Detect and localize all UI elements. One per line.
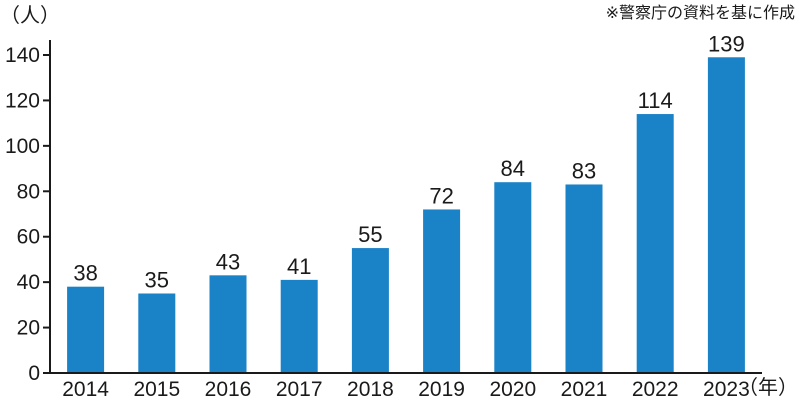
y-axis: 0 20 40 60 80 100 120 140 bbox=[5, 44, 50, 385]
x-axis-unit-label: （年） bbox=[738, 376, 798, 399]
bar-2023 bbox=[707, 57, 745, 374]
x-tick-label: 2016 bbox=[205, 378, 252, 401]
bar-2022 bbox=[636, 114, 674, 374]
y-axis-unit-label: （人） bbox=[0, 4, 60, 27]
bar-2016 bbox=[209, 275, 247, 373]
x-tick-label: 2014 bbox=[62, 378, 109, 401]
bar-2021 bbox=[565, 184, 603, 373]
x-axis: 2014 2015 2016 2017 2018 2019 2020 2021 2022 2023 bbox=[62, 378, 750, 401]
y-tick-label: 60 bbox=[17, 226, 40, 249]
bar-2018 bbox=[351, 248, 389, 373]
bar-2019 bbox=[423, 209, 461, 373]
bar-2020 bbox=[494, 182, 532, 373]
x-tick-label: 2023 bbox=[703, 378, 750, 401]
value-labels-group: 38 35 43 41 55 72 84 83 114 139 bbox=[73, 31, 744, 292]
x-tick-label: 2020 bbox=[489, 378, 536, 401]
value-label-2015: 35 bbox=[145, 268, 169, 293]
value-label-2016: 43 bbox=[216, 249, 240, 274]
value-label-2021: 83 bbox=[572, 158, 596, 183]
y-tick-label: 120 bbox=[5, 89, 40, 112]
x-tick-label: 2021 bbox=[561, 378, 608, 401]
bars-group bbox=[67, 57, 745, 374]
x-tick-label: 2015 bbox=[133, 378, 180, 401]
y-tick-label: 0 bbox=[28, 362, 40, 385]
value-label-2018: 55 bbox=[358, 222, 382, 247]
y-tick-label: 20 bbox=[17, 317, 40, 340]
bar-2017 bbox=[280, 279, 318, 373]
value-label-2014: 38 bbox=[73, 261, 97, 286]
y-tick-label: 40 bbox=[17, 271, 40, 294]
x-tick-label: 2022 bbox=[632, 378, 679, 401]
value-label-2023: 139 bbox=[708, 31, 745, 56]
value-label-2022: 114 bbox=[638, 88, 673, 113]
x-tick-label: 2017 bbox=[276, 378, 323, 401]
bar-2015 bbox=[138, 293, 176, 373]
y-tick-label: 80 bbox=[17, 180, 40, 203]
value-label-2017: 41 bbox=[287, 254, 311, 279]
source-annotation: ※警察庁の資料を基に作成 bbox=[606, 3, 795, 22]
bar-2014 bbox=[67, 286, 105, 373]
x-tick-label: 2018 bbox=[347, 378, 394, 401]
value-label-2020: 84 bbox=[501, 156, 525, 181]
y-tick-label: 140 bbox=[5, 44, 40, 67]
value-label-2019: 72 bbox=[429, 183, 453, 208]
x-tick-label: 2019 bbox=[418, 378, 465, 401]
y-tick-label: 100 bbox=[5, 135, 40, 158]
